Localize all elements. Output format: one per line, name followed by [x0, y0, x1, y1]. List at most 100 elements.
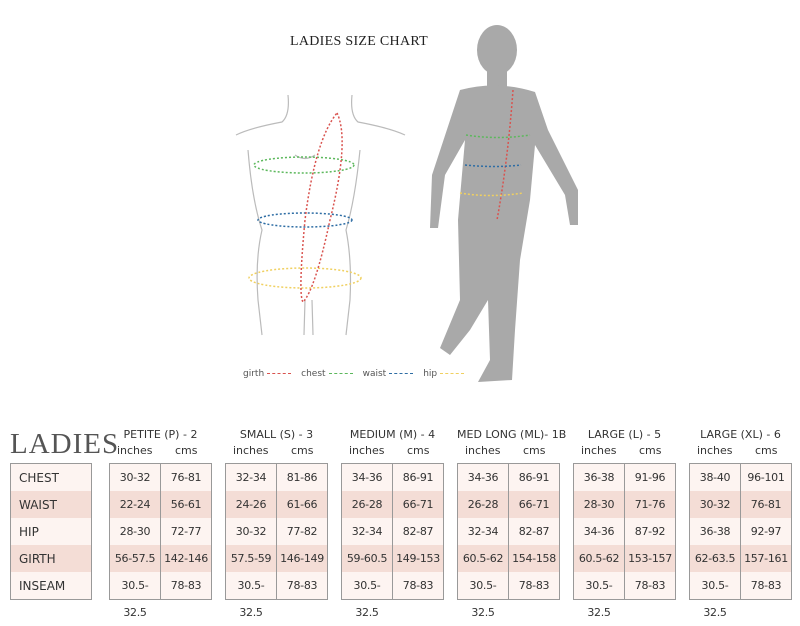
row-label-waist: WAIST: [11, 491, 91, 518]
cms-cell: 78-83: [518, 579, 550, 592]
cms-cell: 154-158: [512, 552, 556, 565]
inches-cell: 24-26: [226, 491, 277, 518]
silhouette-hip-line: [459, 192, 524, 197]
unit-inches: inches: [580, 444, 617, 457]
inches-cell: 30.5-32.5: [226, 572, 277, 619]
size-table: 36-38 91-96 28-30 71-76 34-36 87-92 60.5-62 153…: [573, 463, 676, 619]
legend-item-waist: waist: [363, 369, 414, 379]
size-group: MEDIUM (M) - 4 inches cms 34-36 86-91 26-28…: [341, 428, 444, 619]
table-row: 34-36 87-92: [574, 518, 675, 545]
body-figures: [235, 25, 578, 383]
size-name: MEDIUM (M) - 4: [349, 428, 436, 441]
table-row: 24-26 61-66: [226, 491, 327, 518]
waist-line: [257, 212, 353, 228]
row-label-chest: CHEST: [11, 464, 91, 491]
cms-cell: 78-83: [286, 579, 318, 592]
inches-cell: 30.5-32.5: [110, 572, 161, 619]
table-row: 38-40 96-101: [690, 464, 791, 491]
table-row: 22-24 56-61: [110, 491, 211, 518]
table-row: 26-28 66-71: [342, 491, 443, 518]
inches-cell: 30-32: [110, 464, 161, 491]
size-table: 34-36 86-91 26-28 66-71 32-34 82-87 60.5-62 154…: [457, 463, 560, 619]
unit-cms: cms: [175, 444, 198, 457]
size-table: 32-34 81-86 24-26 61-66 30-32 77-82 57.5-59 146…: [225, 463, 328, 619]
table-row: 30-32 77-82: [226, 518, 327, 545]
size-group: LARGE (XL) - 6 inches cms 38-40 96-101 30-3…: [689, 428, 792, 619]
cms-cell: 66-71: [402, 498, 434, 511]
measurement-legend: girth chest waist hip: [243, 369, 465, 379]
cms-cell: 78-83: [750, 579, 782, 592]
inches-cell: 30.5-32.5: [342, 572, 393, 619]
legend-item-hip: hip: [423, 369, 465, 379]
size-name: LARGE (L) - 5: [587, 428, 662, 441]
table-row: 36-38 92-97: [690, 518, 791, 545]
table-heading: LADIES: [10, 428, 120, 460]
table-row: 34-36 86-91: [342, 464, 443, 491]
unit-inches: inches: [348, 444, 385, 457]
legend-item-girth: girth: [243, 369, 292, 379]
table-row: 32-34 82-87: [458, 518, 559, 545]
inches-cell: 62-63.5: [690, 545, 741, 572]
row-label-girth: GIRTH: [11, 545, 91, 572]
cms-cell: 86-91: [518, 471, 550, 484]
hip-line: [248, 267, 362, 289]
inches-cell: 38-40: [690, 464, 741, 491]
cms-cell: 61-66: [286, 498, 318, 511]
size-table: 30-32 76-81 22-24 56-61 28-30 72-77 56-57.5 142…: [109, 463, 212, 619]
legend-item-chest: chest: [301, 369, 353, 379]
inches-cell: 32-34: [226, 464, 277, 491]
table-row: 28-30 71-76: [574, 491, 675, 518]
cms-cell: 82-87: [402, 525, 434, 538]
page-title: LADIES SIZE CHART: [290, 34, 429, 49]
cms-cell: 149-153: [396, 552, 440, 565]
inches-cell: 32-34: [458, 518, 509, 545]
unit-cms: cms: [755, 444, 778, 457]
cms-cell: 56-61: [170, 498, 202, 511]
inches-cell: 22-24: [110, 491, 161, 518]
unit-cms: cms: [407, 444, 430, 457]
inches-cell: 28-30: [574, 491, 625, 518]
size-name: PETITE (P) - 2: [123, 428, 198, 441]
cms-cell: 87-92: [634, 525, 666, 538]
silhouette-waist-line: [464, 164, 522, 168]
cms-cell: 77-82: [286, 525, 318, 538]
cms-cell: 72-77: [170, 525, 202, 538]
cms-cell: 78-83: [402, 579, 434, 592]
waist-dash-icon: [389, 373, 414, 374]
cms-cell: 142-146: [164, 552, 208, 565]
row-label-hip: HIP: [11, 518, 91, 545]
inches-cell: 34-36: [574, 518, 625, 545]
table-row: 28-30 72-77: [110, 518, 211, 545]
inches-cell: 30.5-32.5: [690, 572, 741, 619]
unit-inches: inches: [464, 444, 501, 457]
size-table: 34-36 86-91 26-28 66-71 32-34 82-87 59-60.5 149…: [341, 463, 444, 619]
size-group: LARGE (L) - 5 inches cms 36-38 91-96 28-30 7…: [573, 428, 676, 619]
table-row: 60.5-62 154-158: [458, 545, 559, 572]
table-row: 32-34 81-86: [226, 464, 327, 491]
unit-cms: cms: [639, 444, 662, 457]
row-labels: CHEST WAIST HIP GIRTH INSEAM: [10, 463, 92, 600]
girth-dash-icon: [267, 373, 292, 374]
cms-cell: 71-76: [634, 498, 666, 511]
table-row: 30.5-32.5 78-83: [458, 572, 559, 619]
inches-cell: 30-32: [226, 518, 277, 545]
silhouette-girth-line: [496, 89, 514, 221]
cms-cell: 146-149: [280, 552, 324, 565]
table-row: 56-57.5 142-146: [110, 545, 211, 572]
inches-cell: 36-38: [574, 464, 625, 491]
inches-cell: 59-60.5: [342, 545, 393, 572]
cms-cell: 86-91: [402, 471, 434, 484]
inches-cell: 30.5-32.5: [458, 572, 509, 619]
row-label-inseam: INSEAM: [11, 572, 91, 599]
cms-cell: 92-97: [750, 525, 782, 538]
table-row: 30.5-32.5 78-83: [690, 572, 791, 619]
table-row: 30.5-32.5 78-83: [574, 572, 675, 619]
size-group: MED LONG (ML)- 1B inches cms 34-36 86-91 26…: [457, 428, 566, 619]
cms-cell: 82-87: [518, 525, 550, 538]
cms-cell: 153-157: [628, 552, 672, 565]
cms-cell: 76-81: [170, 471, 202, 484]
inches-cell: 57.5-59: [226, 545, 277, 572]
inches-cell: 26-28: [342, 491, 393, 518]
inches-cell: 36-38: [690, 518, 741, 545]
inches-cell: 60.5-62: [574, 545, 625, 572]
